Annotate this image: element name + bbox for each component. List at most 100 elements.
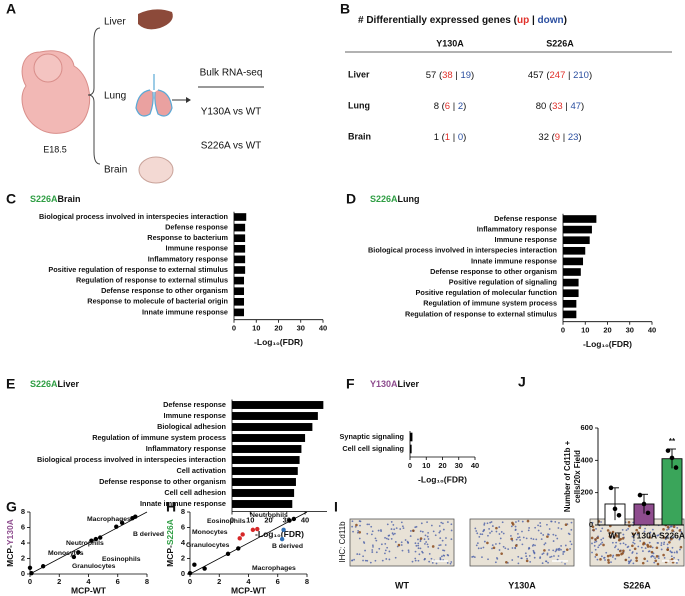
nucleus	[384, 536, 386, 539]
nucleus	[388, 550, 391, 553]
nucleus	[527, 529, 530, 532]
nucleus	[615, 541, 618, 544]
nucleus	[487, 558, 489, 561]
nucleus	[362, 555, 365, 558]
nucleus	[440, 555, 443, 558]
title-part: |	[529, 15, 537, 26]
point	[669, 455, 675, 461]
nucleus	[543, 543, 546, 546]
x-tick-label: 20	[274, 324, 282, 333]
nucleus	[420, 522, 423, 525]
nucleus	[477, 547, 480, 550]
nucleus	[446, 562, 449, 564]
stain	[608, 531, 612, 535]
chart-title: S226ALiver	[30, 379, 80, 389]
nucleus	[560, 527, 563, 530]
nucleus	[424, 534, 427, 537]
category-label: Synaptic signaling	[340, 432, 404, 441]
title-genotype: S226A	[30, 379, 58, 389]
cell-part: |	[450, 101, 458, 112]
nucleus	[610, 561, 612, 564]
nucleus	[435, 562, 438, 565]
nucleus	[388, 558, 391, 561]
nucleus	[362, 541, 365, 543]
nucleus	[633, 542, 636, 545]
nucleus	[557, 527, 560, 529]
nucleus	[415, 525, 418, 528]
nucleus	[651, 528, 654, 531]
stain	[617, 553, 621, 557]
nucleus	[358, 537, 361, 540]
nucleus	[600, 521, 602, 523]
point	[641, 501, 647, 507]
stain	[627, 520, 631, 524]
bar	[563, 268, 581, 276]
nucleus	[385, 558, 388, 560]
stain	[514, 544, 518, 547]
point	[281, 527, 286, 533]
nucleus	[643, 530, 646, 533]
nucleus	[657, 542, 660, 544]
point-annotation: Eosinophils	[102, 556, 141, 563]
nucleus	[540, 532, 543, 535]
nucleus	[449, 562, 452, 565]
title-part: # Differentially expressed genes (	[358, 15, 518, 26]
nucleus	[500, 531, 503, 533]
nucleus	[391, 532, 394, 535]
nucleus	[438, 525, 441, 527]
nucleus	[666, 528, 668, 531]
bar	[232, 467, 298, 475]
nucleus	[510, 535, 512, 537]
nucleus	[502, 532, 505, 535]
stain	[638, 526, 642, 530]
nucleus	[374, 537, 377, 540]
nucleus	[417, 544, 420, 547]
nucleus	[666, 546, 669, 549]
ylabel-prefix: MCP-	[5, 545, 15, 567]
nucleus	[351, 520, 354, 523]
nucleus	[647, 550, 650, 553]
stain	[431, 545, 435, 548]
nucleus	[601, 527, 604, 530]
point	[93, 536, 99, 542]
stain	[679, 545, 683, 549]
bar	[232, 445, 302, 453]
nucleus	[545, 560, 547, 563]
nucleus	[653, 561, 656, 564]
nucleus	[489, 521, 492, 524]
nucleus	[595, 528, 597, 530]
stain	[611, 530, 615, 534]
nucleus	[400, 544, 403, 546]
nucleus	[414, 550, 417, 553]
nucleus	[419, 540, 422, 543]
nucleus	[670, 525, 673, 528]
nucleus	[501, 521, 504, 524]
nucleus	[502, 545, 505, 548]
bar	[563, 246, 586, 255]
stain	[609, 554, 612, 557]
point	[637, 492, 643, 498]
nucleus	[534, 526, 537, 529]
nucleus	[520, 557, 523, 560]
nucleus	[601, 541, 604, 544]
stain	[615, 534, 619, 538]
nucleus	[611, 541, 614, 544]
category-label: Positive regulation of molecular functio…	[416, 288, 558, 297]
nucleus	[474, 527, 477, 530]
nucleus	[356, 531, 359, 534]
y-tick-label: 400	[580, 455, 593, 464]
stain	[621, 537, 625, 540]
point	[114, 524, 119, 529]
nucleus	[481, 533, 484, 536]
nucleus	[657, 534, 660, 537]
comparison-label: S226A vs WT	[201, 141, 262, 152]
nucleus	[510, 525, 513, 528]
nucleus	[438, 544, 441, 547]
category-label: Defense response to other organism	[99, 477, 226, 486]
nucleus	[553, 555, 555, 557]
point-annotation: Neutrophils	[66, 540, 104, 547]
nucleus	[483, 522, 486, 525]
stain	[649, 545, 652, 548]
nucleus	[432, 530, 435, 533]
nucleus	[445, 537, 447, 539]
